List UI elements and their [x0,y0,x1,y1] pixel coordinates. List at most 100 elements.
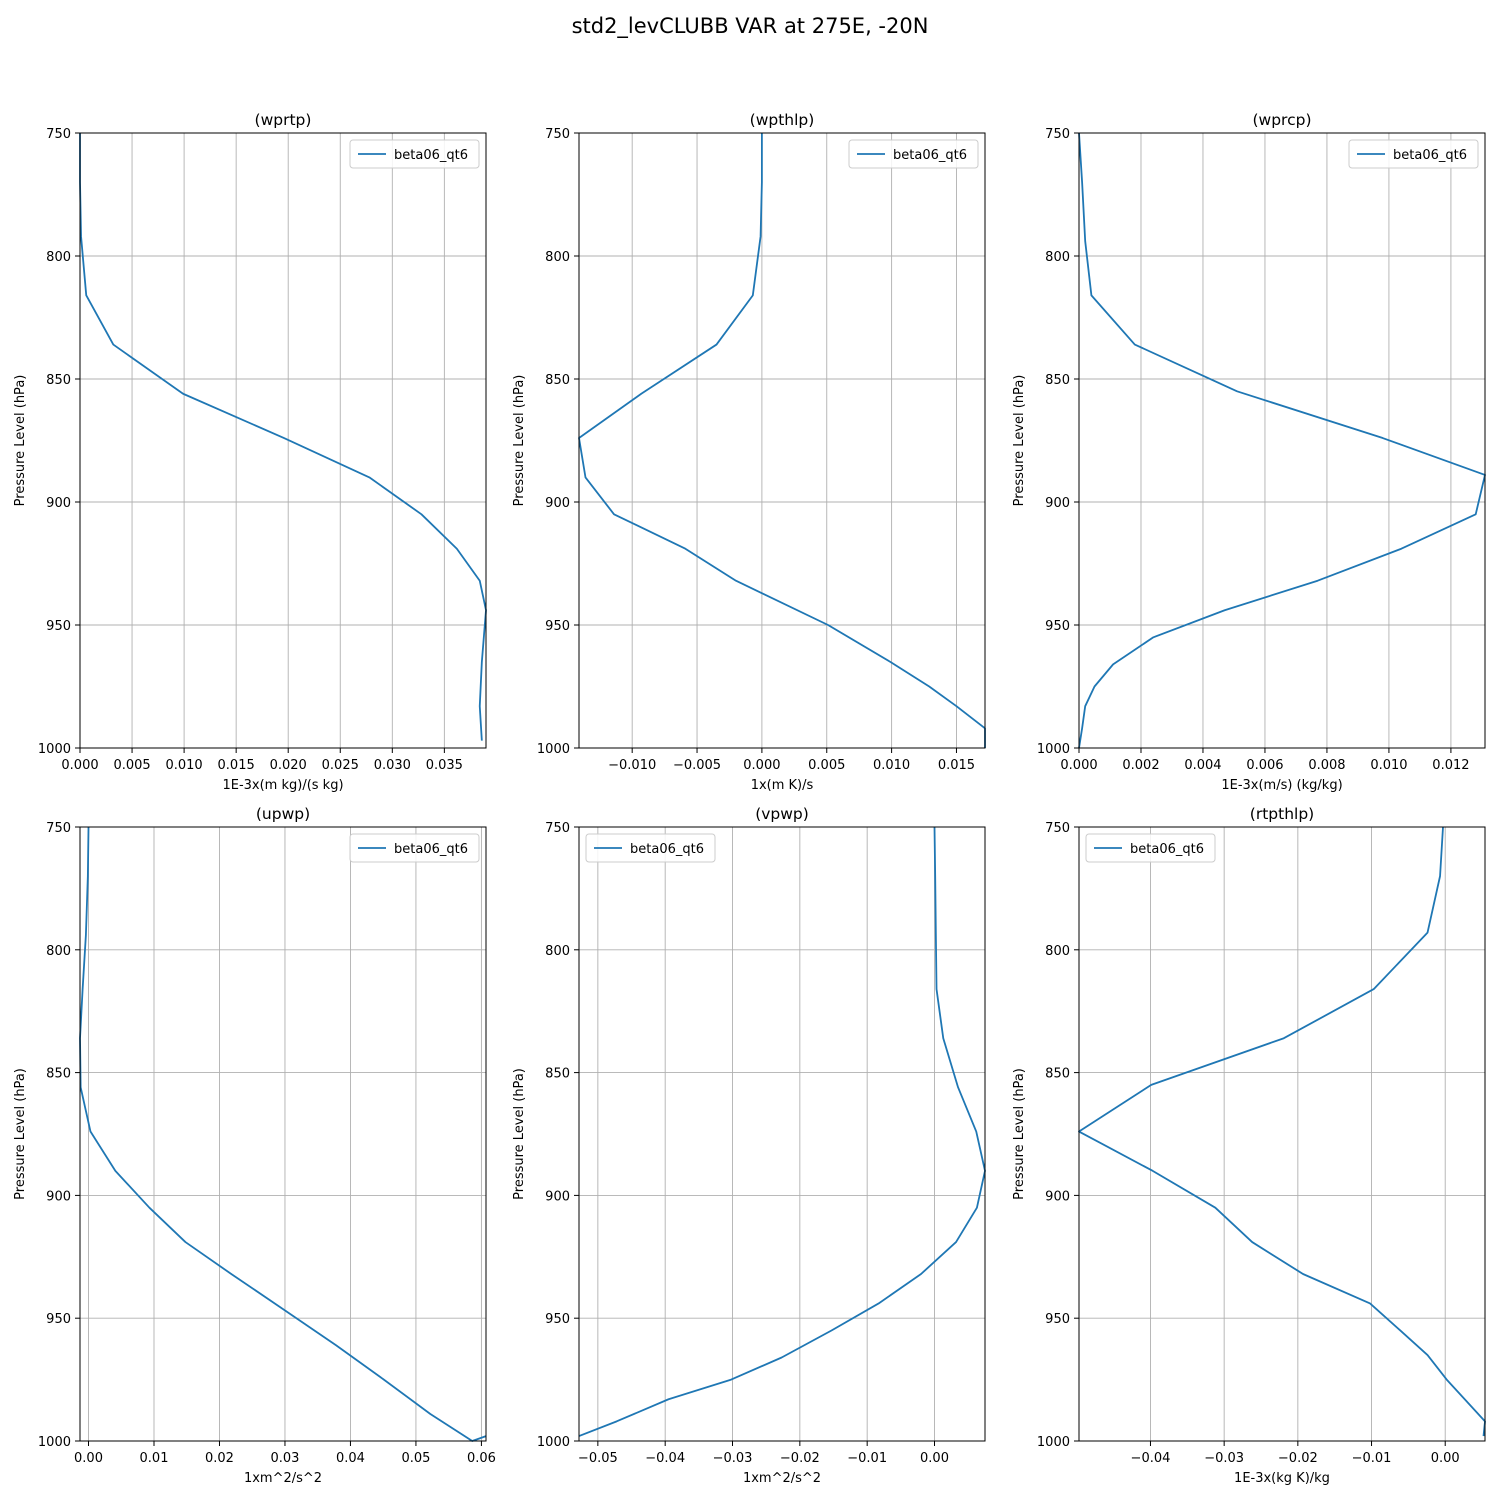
subplot-title: (vpwp) [755,805,809,823]
y-tick-label: 800 [1045,944,1070,959]
x-tick-label: 0.010 [165,758,202,773]
legend-label: beta06_qt6 [1130,842,1204,857]
legend: beta06_qt6 [349,833,480,863]
y-tick-label: 950 [545,619,570,634]
x-tick-label: −0.02 [780,1451,820,1466]
y-tick-label: 750 [1045,127,1070,142]
x-tick-label: −0.04 [645,1451,685,1466]
y-tick-label: 800 [46,944,71,959]
series-line-beta06_qt6 [1078,132,1486,749]
subplot-title: (wprcp) [1252,111,1311,129]
x-tick-label: 0.005 [113,758,150,773]
legend: beta06_qt6 [1348,139,1479,169]
x-tick-label: 0.00 [1431,1451,1460,1466]
legend-label: beta06_qt6 [893,148,967,163]
axes-frame [578,132,986,749]
series-line-beta06_qt6 [79,133,487,741]
legend-box [1348,139,1479,169]
x-axis-label: 1E-3x(m kg)/(s kg) [222,778,343,793]
x-tick-label: 0.010 [873,758,910,773]
x-axis-label: 1x(m K)/s [751,778,814,793]
x-tick-label: 0.030 [374,758,411,773]
x-tick-label: 0.012 [1432,758,1469,773]
subplot-title: (wprtp) [255,111,312,129]
x-tick-label: 0.020 [270,758,307,773]
y-tick-label: 750 [545,821,570,836]
x-axis-label: 1xm^2/s^2 [743,1471,821,1486]
y-tick-label: 750 [46,821,71,836]
x-tick-label: 0.035 [426,758,463,773]
y-tick-label: 800 [46,250,71,265]
figure-title: std2_levCLUBB VAR at 275E, -20N [571,14,929,38]
x-tick-label: 0.06 [467,1451,496,1466]
x-tick-label: −0.04 [1131,1451,1171,1466]
y-axis-label: Pressure Level (hPa) [1012,1068,1027,1200]
x-tick-label: 0.00 [920,1451,949,1466]
y-tick-label: 900 [1045,496,1070,511]
y-axis-label: Pressure Level (hPa) [1012,375,1027,507]
x-tick-label: 0.015 [218,758,255,773]
y-tick-label: 900 [545,1189,570,1204]
x-tick-label: −0.03 [713,1451,753,1466]
y-tick-label: 900 [545,496,570,511]
y-tick-label: 900 [46,1189,71,1204]
y-tick-label: 750 [1045,821,1070,836]
y-tick-label: 750 [46,127,71,142]
y-tick-label: 850 [1045,1067,1070,1082]
x-tick-label: 0.000 [1060,758,1097,773]
y-tick-label: 900 [1045,1189,1070,1204]
y-tick-label: 900 [46,496,71,511]
x-tick-label: 0.04 [336,1451,365,1466]
x-tick-label: −0.005 [673,758,721,773]
legend-box [349,833,480,863]
x-tick-label: 0.025 [322,758,359,773]
x-tick-label: 0.005 [808,758,845,773]
y-tick-label: 950 [545,1312,570,1327]
legend-label: beta06_qt6 [1393,148,1467,163]
legend: beta06_qt6 [848,139,979,169]
y-tick-label: 850 [46,373,71,388]
legend: beta06_qt6 [585,833,716,863]
x-tick-label: 0.015 [938,758,975,773]
x-tick-label: 0.008 [1308,758,1345,773]
subplot-title: (wpthlp) [750,111,815,129]
y-tick-label: 1000 [537,1435,570,1450]
y-axis-label: Pressure Level (hPa) [512,1068,527,1200]
axes-frame [578,826,986,1442]
legend: beta06_qt6 [349,139,480,169]
x-tick-label: −0.05 [578,1451,618,1466]
legend-box [349,139,480,169]
y-tick-label: 1000 [1037,1435,1070,1450]
x-tick-label: 0.006 [1246,758,1283,773]
x-axis-label: 1E-3x(kg K)/kg [1234,1471,1330,1486]
series-line-beta06_qt6 [578,826,986,1437]
y-tick-label: 1000 [1037,742,1070,757]
y-tick-label: 800 [1045,250,1070,265]
axes-frame [1078,132,1486,749]
y-tick-label: 850 [46,1067,71,1082]
legend-label: beta06_qt6 [630,842,704,857]
y-tick-label: 1000 [38,1435,71,1450]
legend-box [848,139,979,169]
x-tick-label: 0.03 [270,1451,299,1466]
x-axis-label: 1E-3x(m/s) (kg/kg) [1221,778,1342,793]
y-tick-label: 950 [46,619,71,634]
x-tick-label: 0.002 [1122,758,1159,773]
y-tick-label: 1000 [537,742,570,757]
x-tick-label: −0.01 [847,1451,887,1466]
legend: beta06_qt6 [1085,833,1216,863]
legend-label: beta06_qt6 [394,148,468,163]
y-axis-label: Pressure Level (hPa) [512,375,527,507]
x-tick-label: −0.01 [1352,1451,1392,1466]
x-tick-label: 0.00 [74,1451,103,1466]
axes-frame [1078,826,1486,1442]
y-tick-label: 800 [545,944,570,959]
y-tick-label: 1000 [38,742,71,757]
y-tick-label: 800 [545,250,570,265]
series-line-beta06_qt6 [578,133,986,748]
